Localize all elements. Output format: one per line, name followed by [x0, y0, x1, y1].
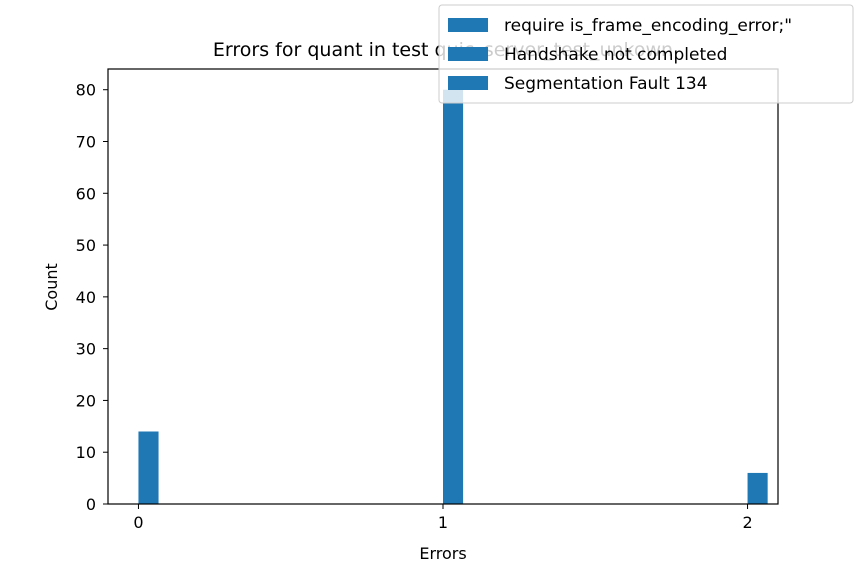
y-tick-label: 80 — [76, 81, 96, 100]
legend-frame — [438, 4, 854, 104]
y-tick-label: 0 — [86, 495, 96, 514]
legend-label: require is_frame_encoding_error;" — [504, 16, 792, 36]
legend-swatch — [448, 47, 488, 61]
x-tick-label: 0 — [133, 513, 143, 532]
y-tick-label: 10 — [76, 443, 96, 462]
legend-swatch — [448, 76, 488, 90]
legend-label: Handshake not completed — [504, 45, 727, 65]
bar — [443, 89, 464, 505]
x-tick-label: 2 — [742, 513, 752, 532]
y-tick-label: 40 — [76, 288, 96, 307]
y-tick-label: 70 — [76, 133, 96, 152]
x-axis-label: Errors — [419, 544, 466, 563]
bars-group — [138, 89, 768, 505]
y-axis-label: Count — [42, 263, 61, 311]
y-tick-label: 50 — [76, 236, 96, 255]
y-tick-label: 30 — [76, 340, 96, 359]
legend-label: Segmentation Fault 134 — [504, 74, 708, 94]
y-axis-ticks: 0 10 20 30 40 50 60 70 80 — [76, 81, 108, 514]
y-tick-label: 20 — [76, 391, 96, 410]
y-tick-label: 60 — [76, 184, 96, 203]
x-tick-label: 1 — [438, 513, 448, 532]
x-axis-ticks: 0 1 2 — [133, 504, 753, 532]
legend-items: require is_frame_encoding_error;" Handsha… — [448, 16, 792, 94]
legend-swatch — [448, 18, 488, 32]
legend: require is_frame_encoding_error;" Handsha… — [438, 4, 854, 104]
bar — [138, 431, 159, 504]
bar — [747, 472, 768, 504]
